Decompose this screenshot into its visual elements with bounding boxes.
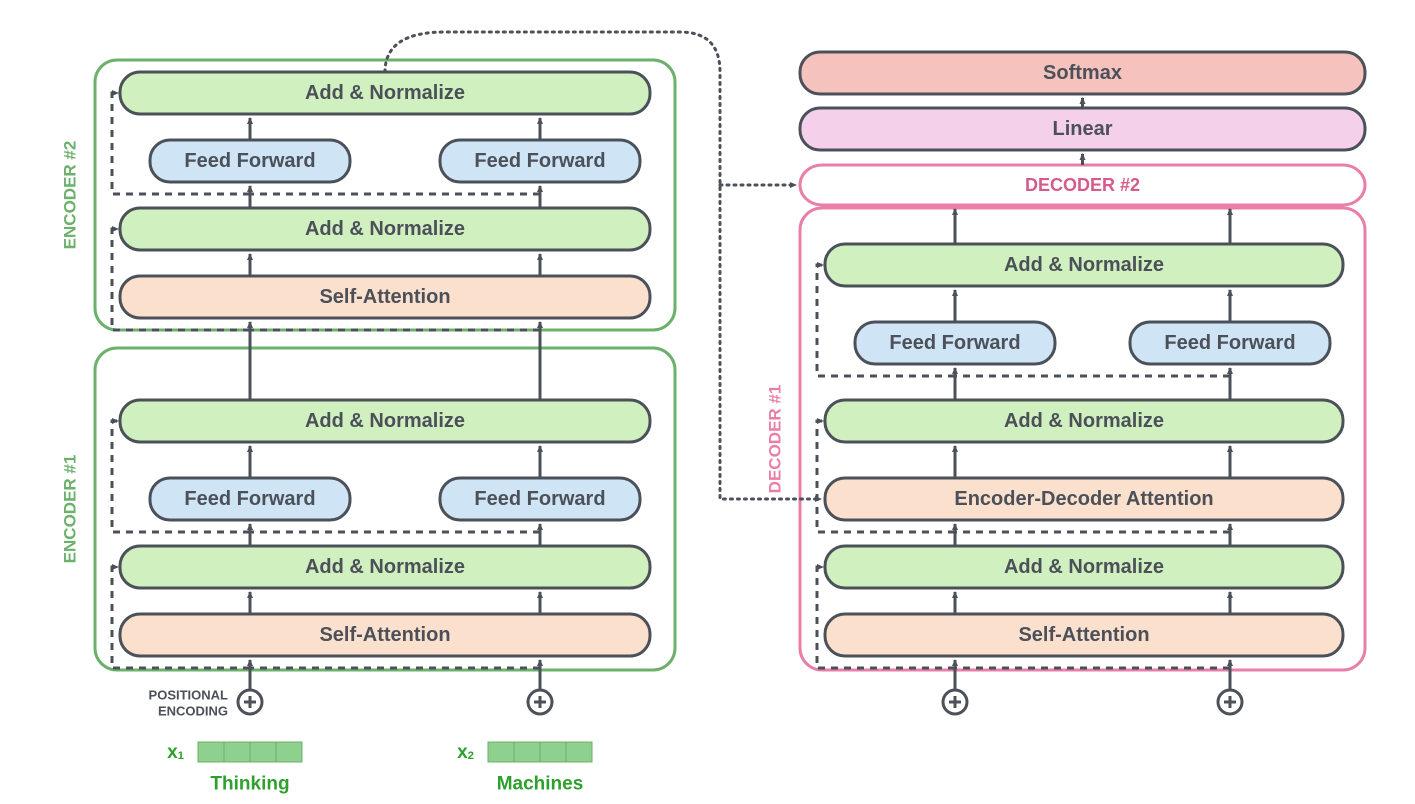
enc2-addnorm-2-label: Add & Normalize <box>305 82 465 104</box>
input-2-word: Machines <box>497 774 584 795</box>
input-2-var: x2 <box>457 742 474 763</box>
dec1-addnorm-1-label: Add & Normalize <box>1004 556 1164 578</box>
transformer-diagram: ENCODER #1 ENCODER #2 Self-Attention Add & … <box>0 0 1415 804</box>
linear-block-label: Linear <box>1052 118 1112 140</box>
input-1-var: x1 <box>167 742 185 763</box>
enc2-ff-1-label: Feed Forward <box>184 150 315 172</box>
enc1-addnorm-2-label: Add & Normalize <box>305 410 465 432</box>
decoder-1-label: DECODER #1 <box>766 385 785 494</box>
positional-encoding-label-2: ENCODING <box>158 704 228 719</box>
dec1-self-attention-label: Self-Attention <box>1018 624 1149 646</box>
dec1-addnorm-3-label: Add & Normalize <box>1004 254 1164 276</box>
input-1-word: Thinking <box>210 774 289 795</box>
positional-encoding-label-1: POSITIONAL <box>149 688 229 703</box>
encoder-1-label: ENCODER #1 <box>61 455 80 564</box>
enc2-ff-2-label: Feed Forward <box>474 150 605 172</box>
enc1-self-attention-label: Self-Attention <box>319 624 450 646</box>
enc2-addnorm-1-label: Add & Normalize <box>305 218 465 240</box>
dec1-addnorm-2-label: Add & Normalize <box>1004 410 1164 432</box>
enc1-addnorm-1-label: Add & Normalize <box>305 556 465 578</box>
encoder-2-label: ENCODER #2 <box>61 141 80 250</box>
enc1-ff-2-label: Feed Forward <box>474 488 605 510</box>
dec1-enc-dec-attention-label: Encoder-Decoder Attention <box>954 488 1213 510</box>
softmax-block-label: Softmax <box>1043 62 1122 84</box>
enc1-ff-1-label: Feed Forward <box>184 488 315 510</box>
dec1-ff-1-label: Feed Forward <box>889 332 1020 354</box>
decoder-2-label: DECODER #2 <box>1025 175 1140 195</box>
enc2-self-attention-label: Self-Attention <box>319 286 450 308</box>
dec1-ff-2-label: Feed Forward <box>1164 332 1295 354</box>
